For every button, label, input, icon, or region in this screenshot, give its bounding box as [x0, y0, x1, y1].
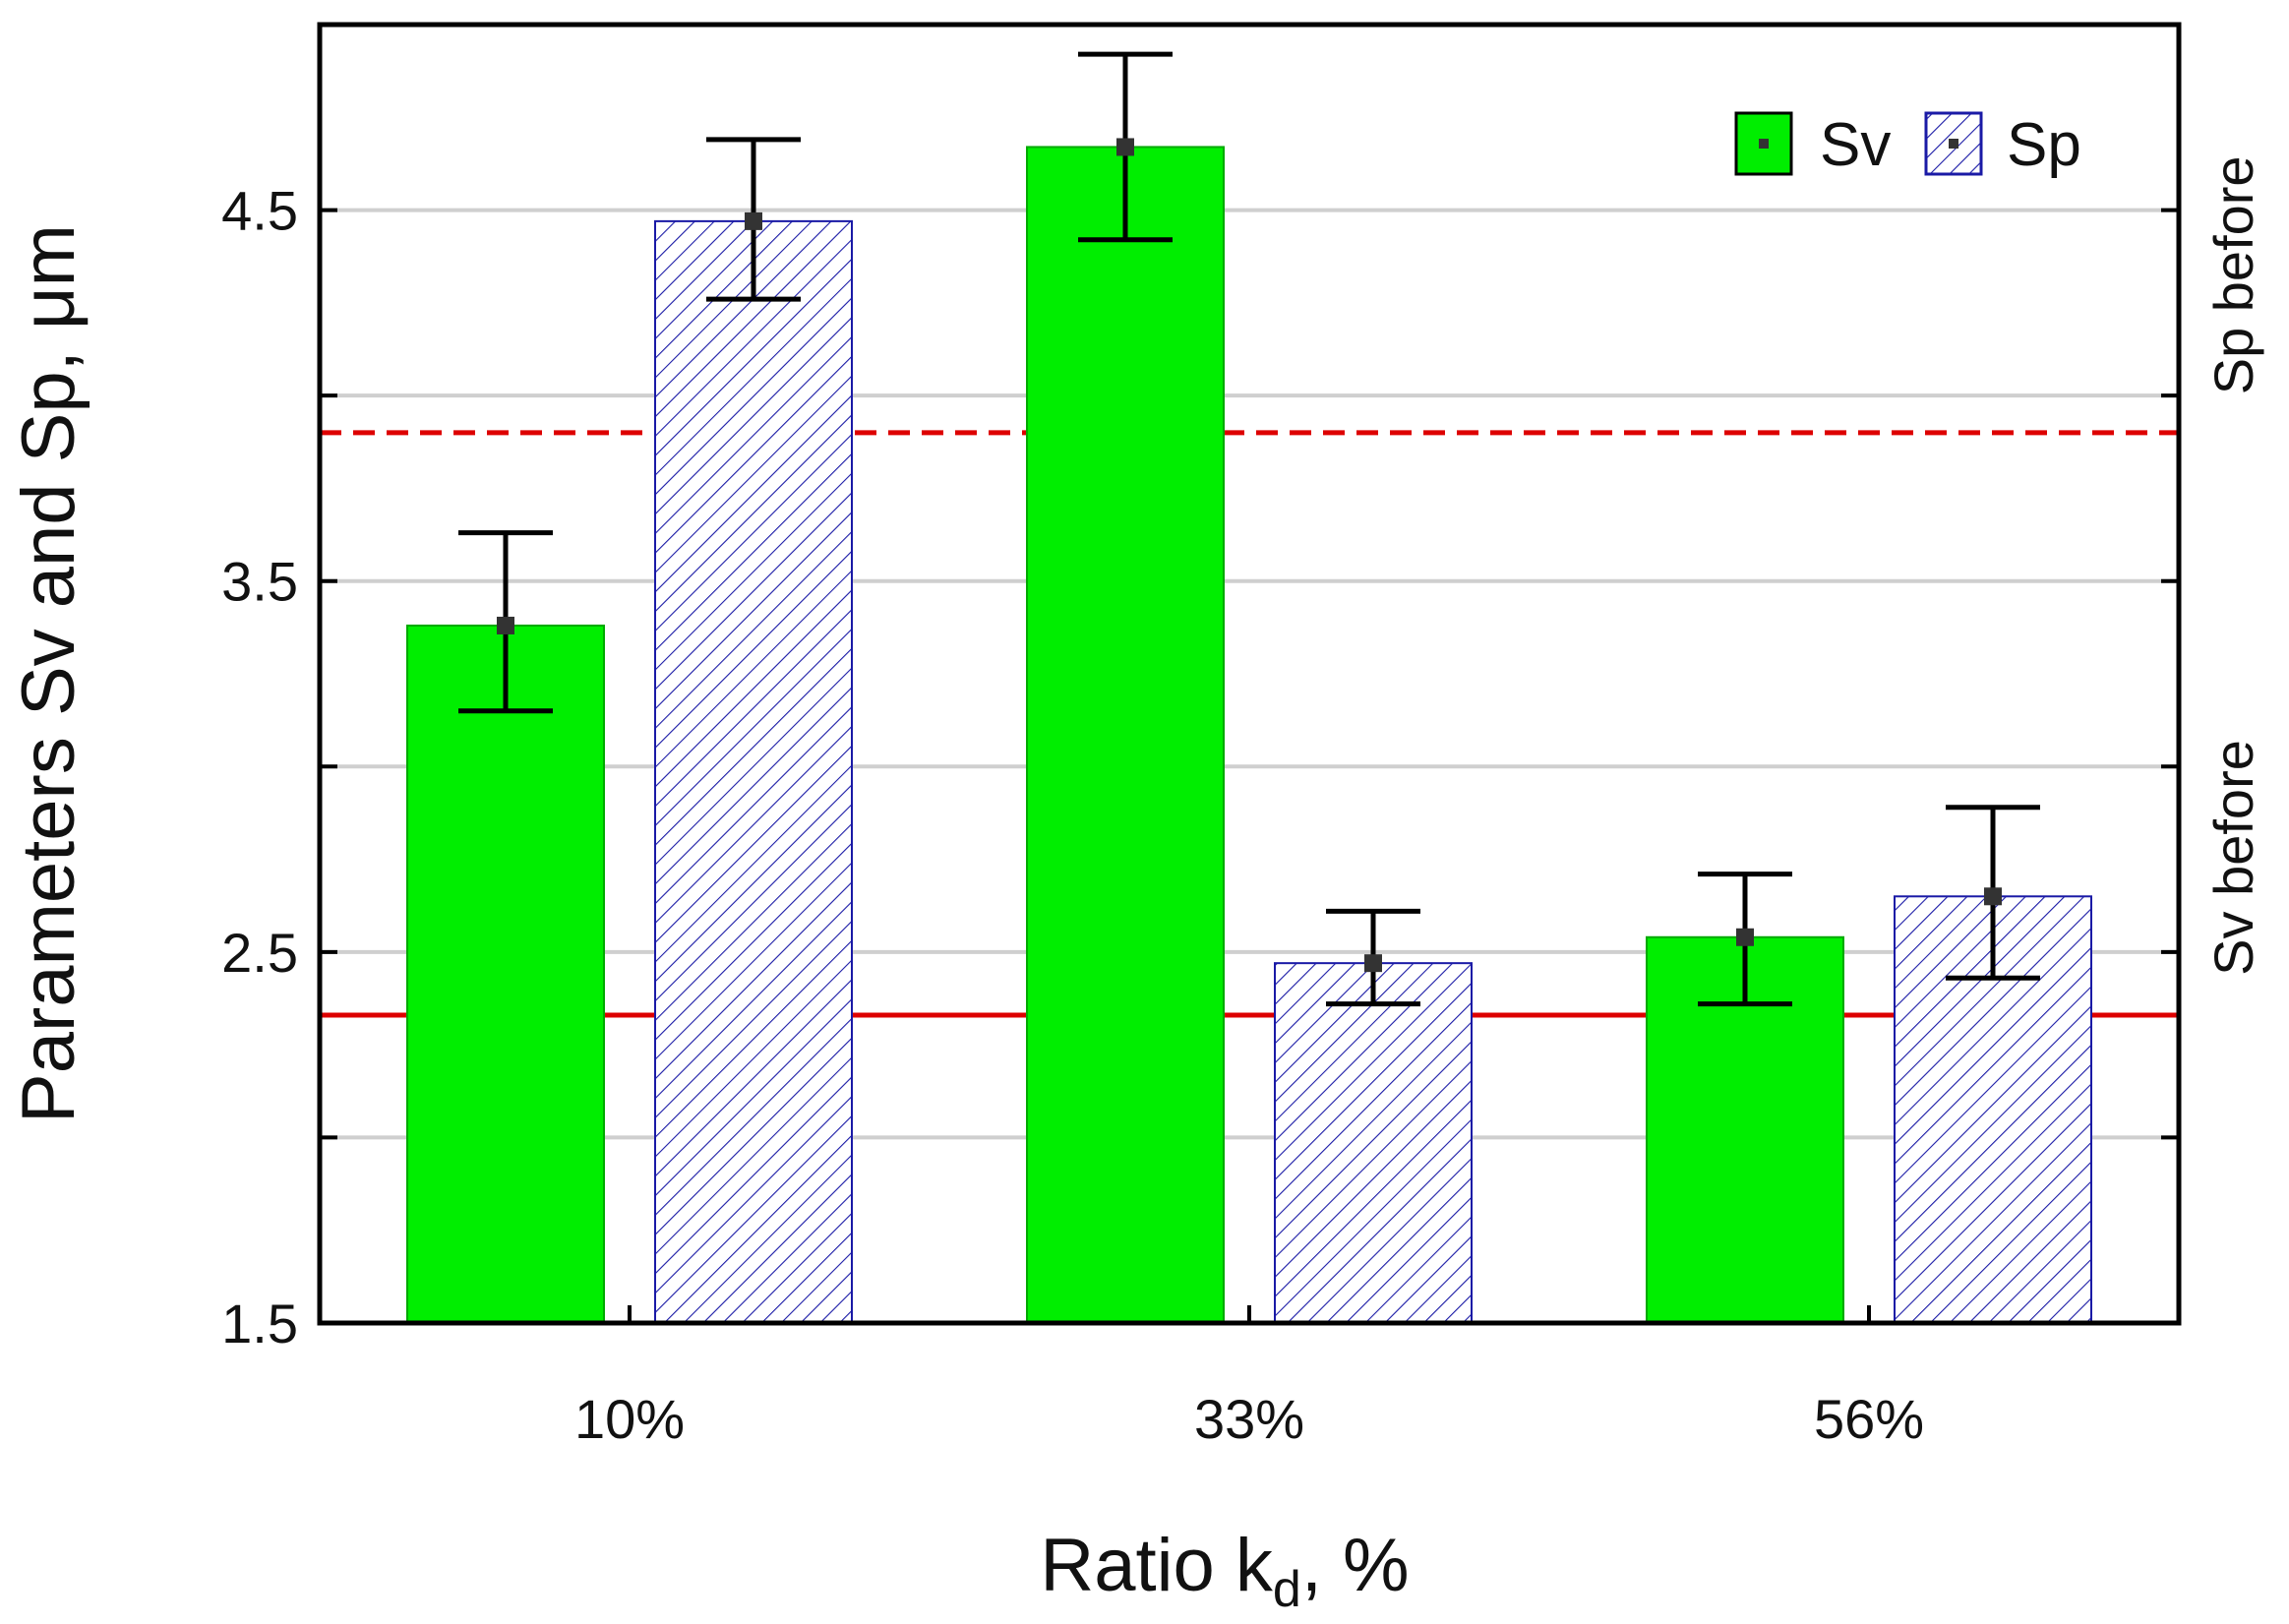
mean-marker: [1116, 138, 1134, 156]
axis-ticks: 1.5 2.5 3.5 4.5 10% 33% 56%: [221, 180, 2179, 1450]
y-tick-label: 1.5: [221, 1293, 298, 1354]
mean-marker: [1364, 954, 1382, 973]
x-tick-label: 56%: [1814, 1388, 1924, 1450]
sp-bar: [654, 219, 853, 1324]
sv-bar: [1026, 146, 1225, 1324]
legend-label-sv: Sv: [1820, 111, 1891, 179]
mean-marker: [745, 211, 762, 230]
legend-marker-sv: [1759, 139, 1769, 149]
sp-bar: [1274, 962, 1473, 1325]
reference-lines: Sp before Sv before: [320, 155, 2264, 1018]
mean-marker: [497, 616, 514, 634]
x-tick-label: 33%: [1194, 1388, 1304, 1450]
mean-marker: [1984, 887, 2002, 906]
y-tick-label: 3.5: [221, 551, 298, 613]
x-tick-label: 10%: [574, 1388, 685, 1450]
bars: [406, 146, 2092, 1325]
legend-label-sp: Sp: [2007, 111, 2081, 179]
sp-before-label: Sp before: [2202, 155, 2264, 394]
sv-before-label: Sv before: [2202, 740, 2264, 976]
legend-marker-sp: [1949, 139, 1958, 149]
legend-swatch-sp: [1924, 111, 1983, 176]
y-tick-label: 2.5: [221, 922, 298, 984]
error-bars: [458, 51, 2040, 1007]
mean-marker: [1736, 928, 1754, 946]
y-tick-label: 4.5: [221, 180, 298, 242]
sv-bar: [406, 624, 605, 1324]
x-axis-title-main: Ratio k: [1040, 1524, 1274, 1607]
x-axis-title: Ratio kd, %: [1040, 1524, 1409, 1618]
grid-lines: [320, 208, 2179, 1140]
legend: Sv Sp: [1734, 111, 2081, 179]
x-axis-title-subscript: d: [1273, 1561, 1301, 1618]
y-axis-title: Parameters Sv and Sp, μm: [7, 224, 90, 1123]
x-axis-title-suffix: , %: [1301, 1524, 1410, 1607]
